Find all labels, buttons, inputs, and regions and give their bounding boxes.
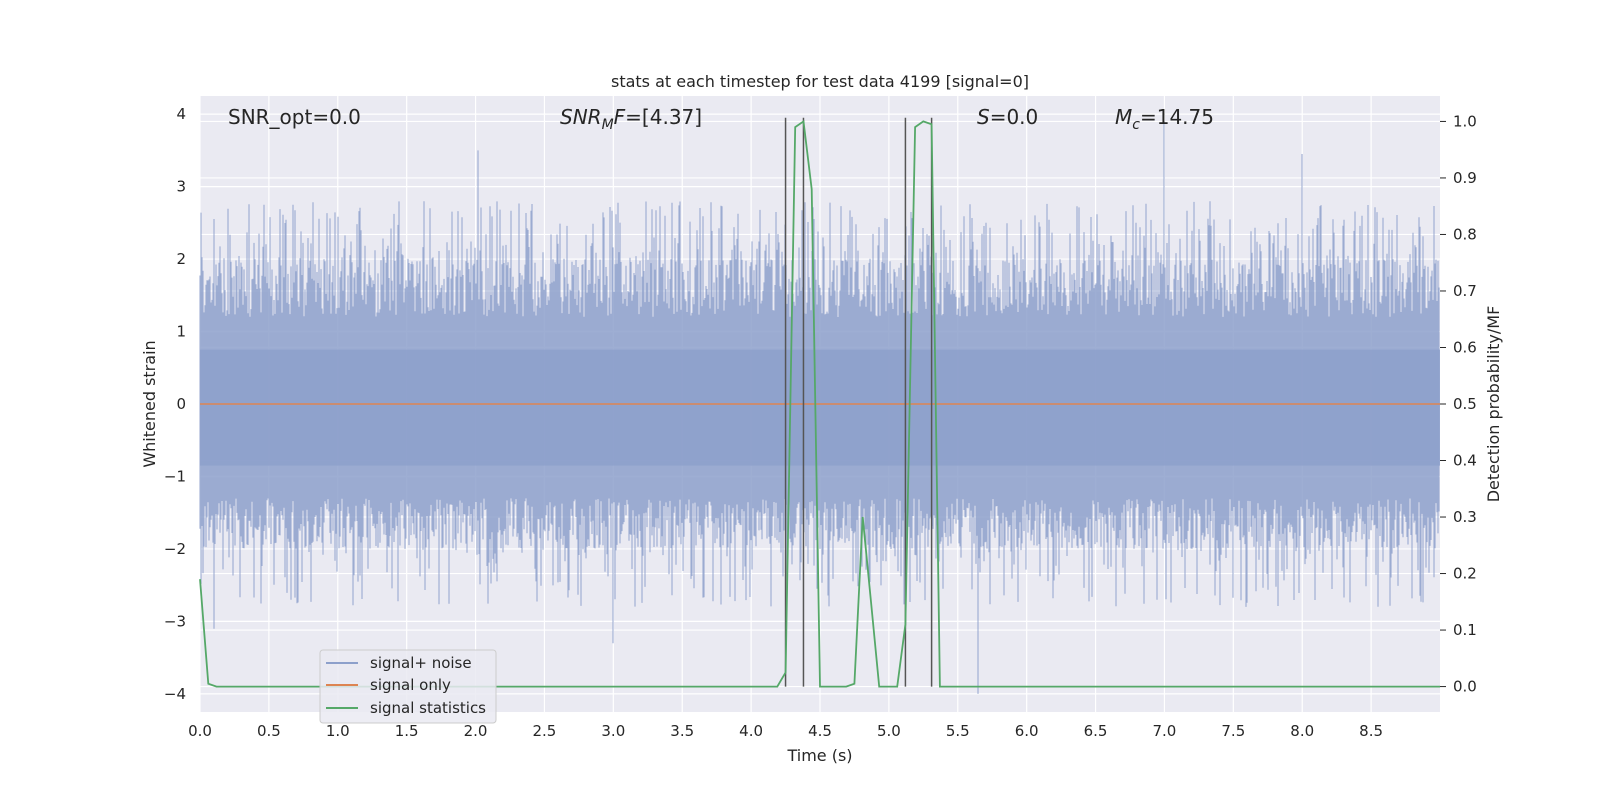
y-tick-label: 1 xyxy=(176,323,186,341)
y-tick-labels: 4 3 2 1 0 −1 −2 −3 −4 xyxy=(164,105,186,703)
x-tick-label: 6.0 xyxy=(1015,722,1039,740)
y-right-tick-label: 0.9 xyxy=(1453,169,1477,187)
y-right-tick-labels: 1.0 0.9 0.8 0.7 0.6 0.5 0.4 0.3 0.2 0.1 0.0 xyxy=(1440,112,1477,696)
y-tick-label: 0 xyxy=(176,395,186,413)
x-tick-label: 7.0 xyxy=(1153,722,1177,740)
y-tick-label: 4 xyxy=(176,105,186,123)
noise-trace xyxy=(199,121,1440,694)
x-tick-label: 5.5 xyxy=(946,722,970,740)
y-right-axis-label: Detection probability/MF xyxy=(1484,306,1503,503)
x-tick-label: 1.0 xyxy=(326,722,350,740)
series-signal-statistics xyxy=(199,119,1440,688)
y-tick-label: −2 xyxy=(164,540,186,558)
x-tick-label: 8.0 xyxy=(1290,722,1314,740)
x-tick-label: 5.0 xyxy=(877,722,901,740)
y-right-tick-label: 0.8 xyxy=(1453,225,1477,243)
x-tick-label: 4.5 xyxy=(808,722,832,740)
signal-statistics-line xyxy=(199,119,1440,688)
series-signal-noise xyxy=(199,121,1440,694)
y-tick-label: −4 xyxy=(164,685,186,703)
y-right-tick-label: 0.3 xyxy=(1453,508,1477,526)
x-tick-label: 2.0 xyxy=(464,722,488,740)
annotation-snr-mf: SNRMF=[4.37] xyxy=(560,105,702,133)
x-tick-label: 1.5 xyxy=(395,722,419,740)
y-tick-label: 3 xyxy=(176,178,186,196)
x-tick-label: 8.5 xyxy=(1359,722,1383,740)
legend-label-signal-noise: signal+ noise xyxy=(370,654,472,672)
y-right-tick-label: 0.1 xyxy=(1453,621,1477,639)
x-tick-label: 0.5 xyxy=(257,722,281,740)
y-tick-label: −3 xyxy=(164,612,186,630)
legend-label-signal-only: signal only xyxy=(370,676,451,694)
x-tick-label: 4.0 xyxy=(739,722,763,740)
y-right-tick-label: 1.0 xyxy=(1453,112,1477,130)
annotation-snr-opt: SNR_opt=0.0 xyxy=(228,105,361,129)
y-right-tick-label: 0.0 xyxy=(1453,678,1477,696)
y-tick-label: −1 xyxy=(164,467,186,485)
annotation-s: S=0.0 xyxy=(977,105,1038,129)
y-tick-label: 2 xyxy=(176,250,186,268)
x-tick-label: 7.5 xyxy=(1221,722,1245,740)
x-tick-label: 3.5 xyxy=(670,722,694,740)
x-axis-label: Time (s) xyxy=(786,746,852,765)
y-right-tick-label: 0.6 xyxy=(1453,338,1477,356)
legend-label-signal-statistics: signal statistics xyxy=(370,699,486,717)
x-tick-label: 3.0 xyxy=(601,722,625,740)
y-right-tick-label: 0.2 xyxy=(1453,565,1477,583)
legend-box xyxy=(319,649,497,724)
x-tick-label: 6.5 xyxy=(1084,722,1108,740)
legend: signal+ noise signal only signal statist… xyxy=(319,649,497,724)
x-tick-labels: 0.0 0.5 1.0 1.5 2.0 2.5 3.0 3.5 4.0 4.5 5.0 5.5 6.0 6… xyxy=(188,722,1383,740)
y-right-tick-label: 0.5 xyxy=(1453,395,1477,413)
chart-title: stats at each timestep for test data 419… xyxy=(611,72,1029,91)
y-right-tick-label: 0.4 xyxy=(1453,452,1477,470)
x-tick-label: 0.0 xyxy=(188,722,212,740)
y-axis-label: Whitened strain xyxy=(140,340,159,467)
y-right-tick-label: 0.7 xyxy=(1453,282,1477,300)
annotation-mc: Mc=14.75 xyxy=(1115,105,1214,133)
x-tick-label: 2.5 xyxy=(533,722,557,740)
